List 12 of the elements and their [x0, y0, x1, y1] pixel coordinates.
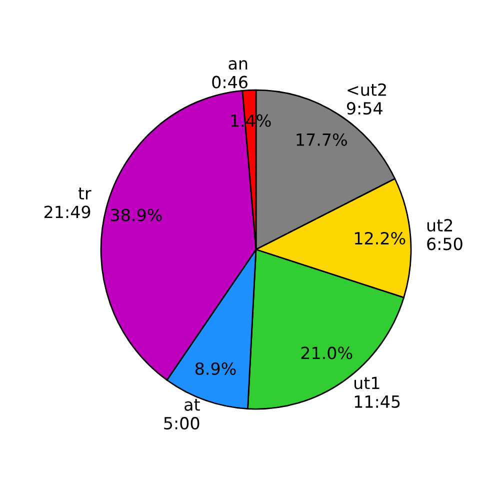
slice-label: tr 21:49: [44, 188, 92, 218]
data-label: 38.9%: [111, 208, 162, 222]
slice-label: at 5:00: [164, 398, 200, 430]
data-label: 17.7%: [296, 133, 347, 146]
slice-label: <ut2 9:54: [346, 83, 386, 115]
data-label: 1.4%: [231, 114, 271, 127]
data-label: 8.9%: [195, 362, 236, 375]
slice-label: an 0:46: [212, 60, 248, 88]
slice-label: ut2 6:50: [427, 218, 462, 250]
data-label: 21.0%: [301, 346, 352, 360]
slice-label: ut1 11:45: [354, 376, 400, 408]
data-label: 12.2%: [354, 232, 406, 245]
